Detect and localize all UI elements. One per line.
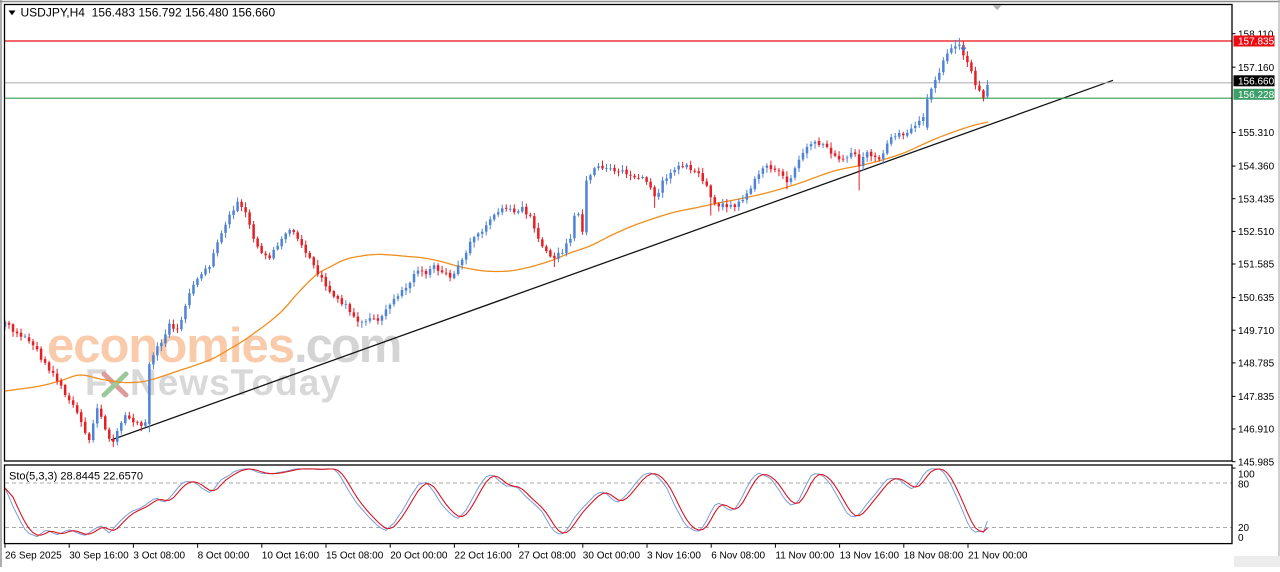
svg-text:6 Nov 08:00: 6 Nov 08:00 [711, 551, 765, 562]
svg-text:145.985: 145.985 [1238, 457, 1275, 468]
svg-text:157.835: 157.835 [1238, 36, 1275, 47]
svg-text:30 Oct 00:00: 30 Oct 00:00 [583, 551, 641, 562]
svg-text:100: 100 [1238, 470, 1255, 481]
svg-text:economies.com: economies.com [47, 319, 400, 373]
svg-text:3 Nov 16:00: 3 Nov 16:00 [647, 551, 701, 562]
svg-text:30 Sep 16:00: 30 Sep 16:00 [69, 551, 129, 562]
svg-text:155.310: 155.310 [1238, 128, 1275, 139]
svg-text:20 Oct 00:00: 20 Oct 00:00 [390, 551, 448, 562]
svg-text:22 Oct 16:00: 22 Oct 16:00 [454, 551, 512, 562]
svg-text:156.660: 156.660 [1238, 76, 1275, 87]
svg-text:F: F [85, 362, 109, 403]
svg-text:151.585: 151.585 [1238, 260, 1275, 271]
svg-text:15 Oct 08:00: 15 Oct 08:00 [326, 551, 384, 562]
svg-text:13 Nov 16:00: 13 Nov 16:00 [840, 551, 900, 562]
svg-text:153.435: 153.435 [1238, 194, 1275, 205]
svg-text:147.835: 147.835 [1238, 392, 1275, 403]
svg-text:3 Oct 08:00: 3 Oct 08:00 [133, 551, 185, 562]
svg-text:152.510: 152.510 [1238, 227, 1275, 238]
svg-text:21 Nov 00:00: 21 Nov 00:00 [968, 551, 1028, 562]
svg-text:158.110: 158.110 [1238, 29, 1274, 40]
svg-text:150.635: 150.635 [1238, 293, 1275, 304]
svg-text:NewsToday: NewsToday [130, 362, 342, 403]
svg-text:148.785: 148.785 [1238, 359, 1275, 370]
svg-text:20: 20 [1238, 523, 1250, 534]
svg-text:156.228: 156.228 [1238, 90, 1275, 101]
svg-text:USDJPY,H4 156.483 156.792 156: USDJPY,H4 156.483 156.792 156.480 156.66… [21, 6, 276, 20]
svg-text:27 Oct 08:00: 27 Oct 08:00 [519, 551, 577, 562]
svg-text:0: 0 [1238, 533, 1244, 544]
svg-text:26 Sep 2025: 26 Sep 2025 [5, 551, 62, 562]
svg-text:10 Oct 16:00: 10 Oct 16:00 [262, 551, 320, 562]
svg-text:Sto(5,3,3) 28.8445 22.6570: Sto(5,3,3) 28.8445 22.6570 [9, 471, 143, 483]
svg-text:80: 80 [1238, 480, 1250, 491]
svg-text:157.160: 157.160 [1238, 63, 1275, 74]
svg-text:8 Oct 00:00: 8 Oct 00:00 [198, 551, 250, 562]
svg-text:154.360: 154.360 [1238, 162, 1275, 173]
svg-text:146.910: 146.910 [1238, 425, 1275, 436]
svg-text:11 Nov 00:00: 11 Nov 00:00 [775, 551, 834, 562]
svg-text:149.710: 149.710 [1238, 326, 1275, 337]
svg-text:18 Nov 08:00: 18 Nov 08:00 [904, 551, 964, 562]
